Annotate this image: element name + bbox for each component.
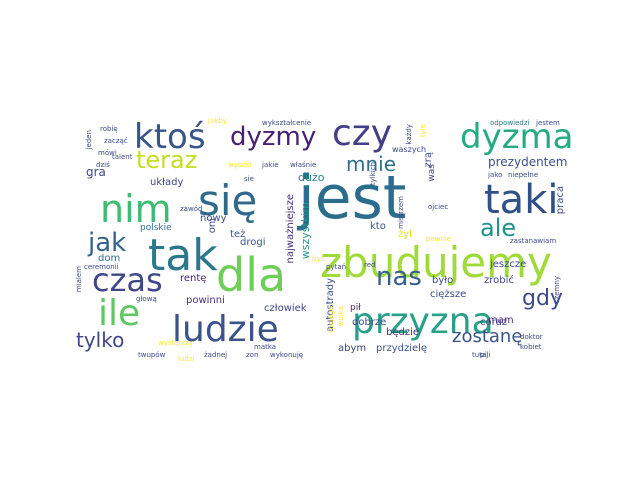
word-cloud-word: się — [198, 176, 258, 225]
word-cloud-word: żył — [398, 229, 413, 240]
word-cloud-word: nim — [100, 187, 172, 231]
word-cloud-word: czas — [92, 261, 163, 299]
word-cloud-word: gdy — [522, 286, 563, 311]
word-cloud-word: gra — [86, 165, 106, 179]
word-cloud-word: matka — [254, 343, 277, 351]
word-cloud-word: teraz — [136, 146, 198, 174]
word-cloud-word: red — [364, 261, 376, 269]
word-cloud-word: tylko — [76, 328, 125, 352]
word-cloud-word: abym — [338, 343, 367, 354]
word-cloud-word: też — [230, 229, 246, 240]
word-cloud-word: dyzmy — [230, 122, 317, 152]
word-cloud-word: jeszcze — [490, 259, 527, 270]
word-cloud-word: dom — [98, 253, 121, 264]
word-cloud-word: nowy — [200, 213, 227, 224]
word-cloud-word: dla — [216, 248, 287, 302]
word-cloud-word: kobiet — [520, 343, 542, 351]
word-cloud-word: wujka — [337, 306, 345, 327]
word-cloud-word: zastanawiam — [510, 237, 557, 245]
word-cloud-word: będzie — [386, 327, 420, 338]
word-cloud-word: być — [312, 255, 325, 263]
word-cloud-word: właśnie — [290, 161, 317, 169]
word-cloud-word: jako — [488, 171, 503, 179]
word-cloud-word: wykonuję — [270, 351, 304, 359]
word-cloud-word: przyzna — [352, 301, 494, 342]
word-cloud-word: ludzi — [178, 355, 195, 363]
word-cloud-word: tylkich — [369, 162, 377, 186]
word-cloud-word: taki — [484, 177, 559, 223]
word-cloud-word: jak — [88, 228, 127, 258]
word-cloud-word: zrobić — [484, 275, 514, 286]
word-cloud-word: dobrze — [352, 317, 387, 328]
word-cloud-word: zbudujemy — [320, 238, 552, 287]
word-cloud-word: jest — [298, 163, 407, 233]
word-cloud-word: jakie — [262, 161, 279, 169]
word-cloud-word: cięższe — [430, 289, 467, 300]
word-cloud-word: mam — [488, 315, 514, 326]
word-cloud-word: tyle — [419, 124, 427, 138]
word-cloud-word: wszystkim — [299, 202, 312, 260]
word-cloud-word: mnie — [346, 152, 397, 176]
word-cloud-word: mówi — [98, 149, 117, 157]
word-cloud-word: niepełne — [508, 171, 539, 179]
word-cloud-word: polskie — [140, 223, 172, 233]
word-cloud-word: mojego — [327, 306, 335, 333]
word-cloud-word: pewnie — [426, 235, 452, 243]
word-cloud-word: odpowiedzi — [490, 119, 530, 127]
word-cloud-word: wystarczy — [158, 339, 193, 347]
word-cloud-word: jeden — [85, 130, 93, 150]
word-cloud-word: ile — [98, 293, 141, 334]
word-cloud-word: żadnej — [204, 351, 228, 359]
word-cloud-word: pili — [480, 351, 491, 359]
word-cloud-word: jakby — [208, 117, 227, 125]
word-cloud-word: wyszło — [228, 161, 252, 169]
word-cloud-word: dyzma — [460, 117, 574, 157]
word-cloud-word: mialem — [75, 266, 83, 293]
word-cloud-word: przydzielę — [376, 343, 428, 354]
word-cloud-word: waszych — [392, 145, 427, 154]
word-cloud-word: ludzie — [172, 309, 279, 350]
word-cloud-word: było — [432, 275, 454, 286]
word-cloud-word: jestem — [536, 119, 560, 127]
word-cloud-word: ceremonii — [84, 263, 119, 271]
word-cloud-word: kto — [370, 221, 386, 232]
word-cloud-word: głową — [136, 295, 157, 303]
word-cloud-word: doktor — [520, 333, 543, 341]
word-cloud-word: drogi — [240, 237, 266, 248]
word-cloud-word: was — [427, 164, 437, 182]
word-cloud-word: nas — [376, 262, 422, 292]
word-cloud-word: ktoś — [134, 117, 206, 157]
word-cloud-word: tak — [148, 230, 218, 281]
word-cloud-word: pił — [350, 303, 361, 313]
word-cloud-word: rentę — [180, 273, 207, 284]
word-cloud-word: zostanę — [452, 326, 523, 347]
word-cloud-word: najważniejsze — [285, 194, 296, 264]
word-cloud-word: mistrzem — [397, 196, 405, 229]
word-cloud-word: zawód — [180, 205, 203, 213]
word-cloud-word: czy — [332, 113, 392, 154]
word-cloud-word: zacząć — [104, 137, 128, 145]
word-cloud-word: pytań — [326, 263, 347, 271]
word-cloud-word: czemny — [553, 276, 561, 304]
word-cloud-word: twupów — [138, 351, 166, 359]
word-cloud-word: wykształcenie — [262, 119, 312, 127]
word-cloud: jest tak zbudujemy się dla taki ktoś czy… — [75, 113, 574, 364]
word-cloud-word: oni — [207, 218, 218, 234]
word-cloud-word: coraz — [480, 317, 508, 328]
word-cloud-word: każdy — [405, 124, 413, 145]
word-cloud-word: zon — [246, 351, 259, 359]
word-cloud-word: człowiek — [264, 303, 307, 314]
word-cloud-word: talent — [112, 153, 133, 161]
word-cloud-word: tutaj — [472, 351, 489, 359]
word-cloud-word: ojciec — [428, 203, 449, 211]
word-cloud-word: praca — [555, 186, 566, 215]
word-cloud-word: robię — [100, 125, 118, 133]
word-cloud-word: dziś — [96, 161, 110, 169]
word-cloud-word: prezydentem — [488, 155, 568, 169]
word-cloud-word: powinni — [186, 295, 225, 306]
word-cloud-word: układy — [150, 177, 184, 188]
word-cloud-word: dużo — [298, 171, 325, 184]
word-cloud-word: ale — [480, 214, 517, 242]
word-cloud-word: sie — [244, 175, 254, 183]
